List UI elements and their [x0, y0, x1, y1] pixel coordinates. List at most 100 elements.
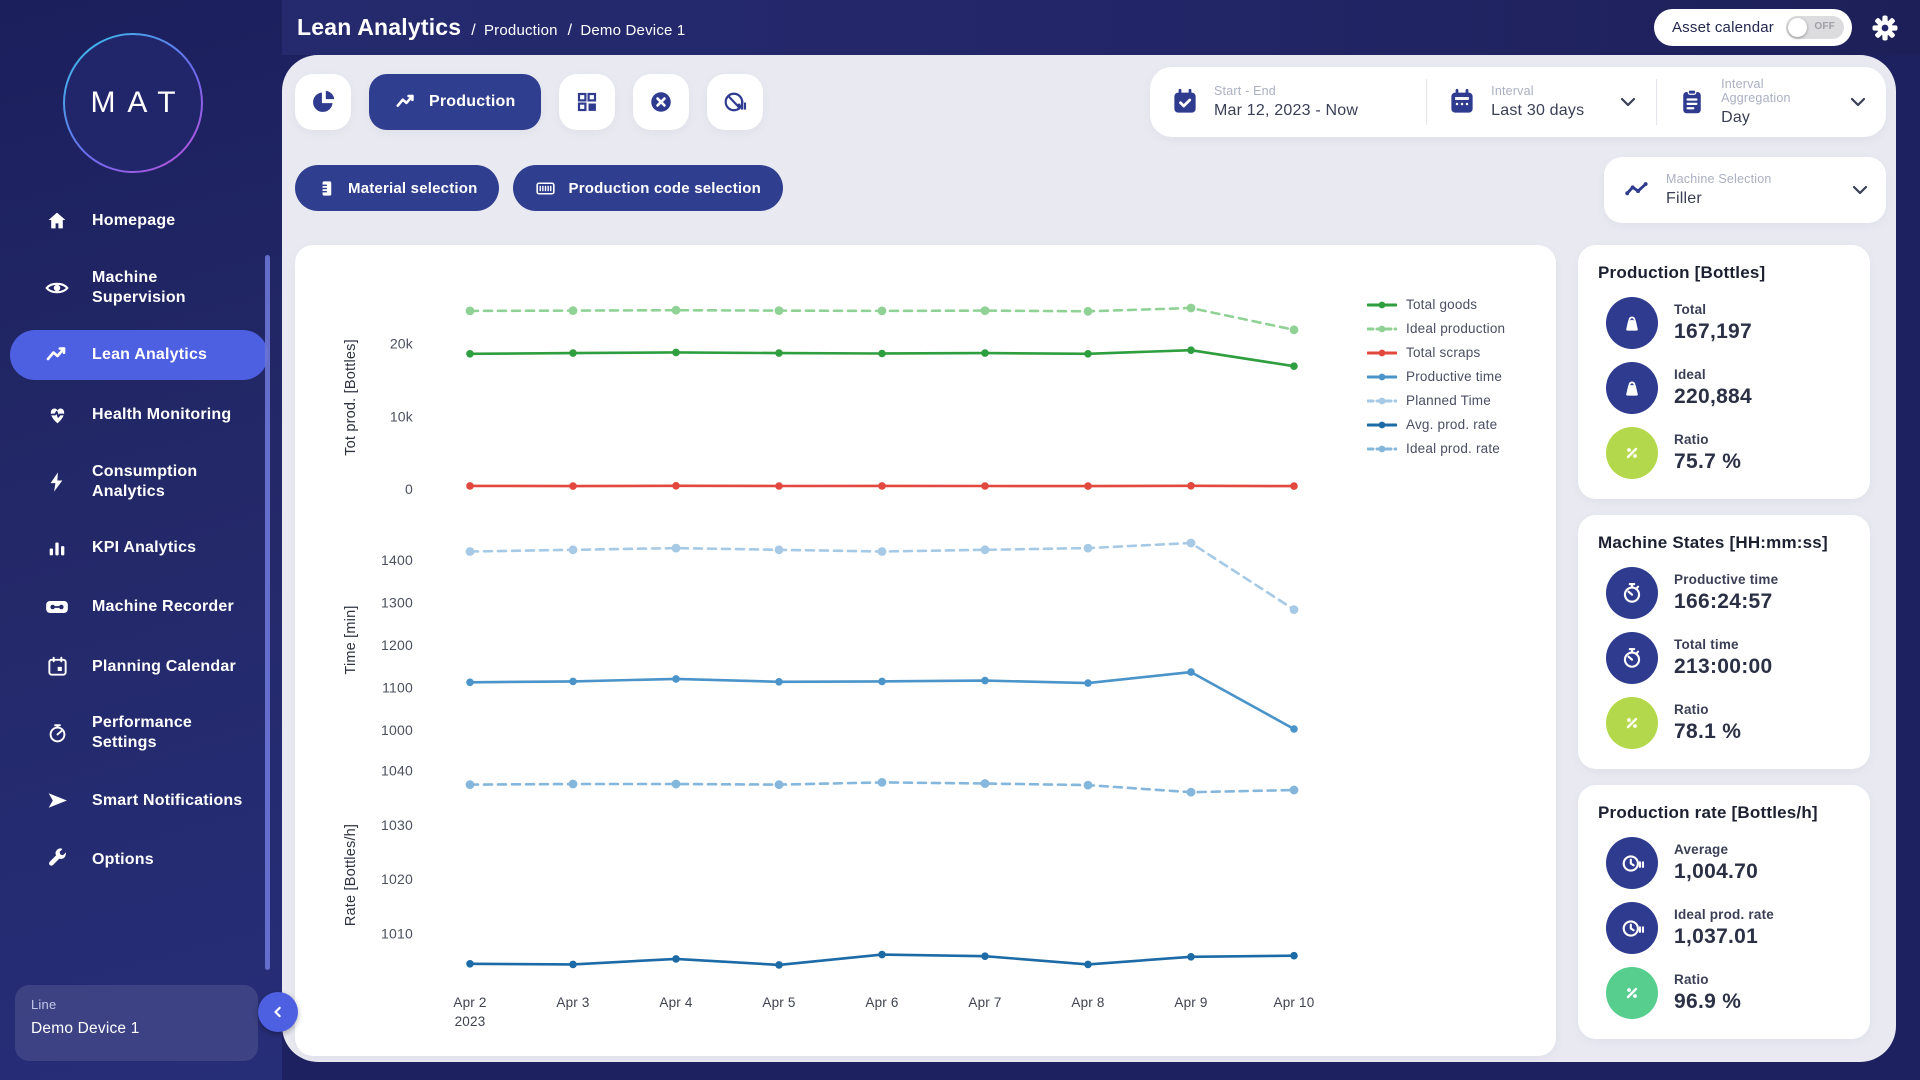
stat-row-total: Total 167,197: [1598, 297, 1850, 349]
aggregation-value: Day: [1721, 109, 1751, 126]
svg-text:Apr 6: Apr 6: [865, 995, 898, 1010]
breadcrumb-device[interactable]: / Demo Device 1: [567, 22, 686, 39]
stat-row-ratio: Ratio 96.9 %: [1598, 967, 1850, 1019]
sidebar-item-performance-settings[interactable]: Performance Settings: [10, 700, 268, 766]
sidebar-item-homepage[interactable]: Homepage: [10, 196, 268, 246]
svg-text:Apr 9: Apr 9: [1174, 995, 1207, 1010]
legend-swatch: [1367, 324, 1397, 334]
sidebar-scrollbar[interactable]: [265, 255, 270, 970]
machine-selection-label: Machine Selection: [1666, 172, 1772, 186]
production-button-label: Production: [429, 93, 516, 110]
page-title: Lean Analytics: [297, 14, 462, 40]
machine-selection-dropdown[interactable]: Machine Selection Filler: [1604, 157, 1886, 223]
svg-text:1040: 1040: [381, 762, 413, 778]
pie-view-button[interactable]: [295, 74, 351, 130]
material-icon: [317, 179, 336, 198]
recorder-icon: [42, 594, 72, 620]
device-type-label: Line: [31, 997, 57, 1012]
percent-icon: [1606, 967, 1658, 1019]
svg-text:2023: 2023: [455, 1014, 486, 1029]
machine-states-card: Machine States [HH:mm:ss] Productive tim…: [1578, 515, 1870, 769]
clipboard-icon: [1677, 87, 1707, 117]
svg-text:Apr 4: Apr 4: [659, 995, 693, 1010]
breadcrumb-separator: /: [471, 22, 476, 39]
asset-calendar-label: Asset calendar: [1671, 19, 1774, 36]
material-selection-label: Material selection: [348, 179, 478, 197]
svg-text:1100: 1100: [382, 679, 413, 695]
card-title: Production rate [Bottles/h]: [1598, 803, 1818, 822]
stopwatch-icon: [1606, 632, 1658, 684]
machine-line-icon: [1624, 177, 1650, 203]
legend-ideal-prod-rate: Ideal prod. rate: [1367, 441, 1552, 456]
barcode-icon: [535, 178, 556, 199]
material-selection-button[interactable]: Material selection: [295, 165, 500, 211]
card-title: Machine States [HH:mm:ss]: [1598, 533, 1828, 552]
sidebar-item-consumption-analytics[interactable]: Consumption Analytics: [10, 449, 268, 515]
scraps-view-button[interactable]: [633, 74, 690, 130]
svg-text:10k: 10k: [390, 408, 414, 424]
breadcrumb: Lean Analytics / Production / Demo Device …: [0, 14, 1654, 41]
sidebar-item-planning-calendar[interactable]: Planning Calendar: [10, 642, 268, 691]
svg-text:1000: 1000: [381, 722, 413, 738]
sidebar-collapse-button[interactable]: [258, 992, 298, 1032]
sidebar-item-lean-analytics[interactable]: Lean Analytics: [10, 330, 268, 380]
svg-text:Rate [Bottles/h]: Rate [Bottles/h]: [343, 824, 359, 926]
toggle-knob: [1788, 18, 1807, 37]
heart-pulse-icon: [42, 402, 72, 427]
selected-device-card[interactable]: Line Demo Device 1: [15, 985, 258, 1061]
production-view-button[interactable]: Production: [369, 74, 542, 130]
sidebar-item-health-monitoring[interactable]: Health Monitoring: [10, 389, 268, 440]
device-name: Demo Device 1: [31, 1020, 140, 1037]
sidebar-item-machine-recorder[interactable]: Machine Recorder: [10, 581, 268, 633]
chart-legend: Total goods Ideal production Total scrap…: [1367, 297, 1552, 465]
svg-text:Apr 7: Apr 7: [968, 995, 1001, 1010]
stat-row-ratio: Ratio 78.1 %: [1598, 697, 1850, 749]
pie-chart-icon: [310, 89, 336, 115]
wrench-icon: [42, 848, 72, 871]
production-rate-card: Production rate [Bottles/h] Average 1,00…: [1578, 785, 1870, 1039]
stat-row-average: Average 1,004.70: [1598, 837, 1850, 889]
legend-swatch: [1367, 444, 1397, 454]
production-chart-card: 20k 10k 0 Tot prod. [Bottles] 1400 1300 1200 11…: [295, 245, 1556, 1056]
x-circle-icon: [648, 89, 674, 115]
interval-label: Interval: [1491, 84, 1534, 98]
clock-pause-icon: [1606, 902, 1658, 954]
production-code-selection-label: Production code selection: [568, 179, 762, 197]
machine-selection-value: Filler: [1666, 190, 1702, 207]
asset-calendar-switch[interactable]: OFF: [1786, 16, 1844, 39]
weight-icon: [1606, 297, 1658, 349]
svg-text:1010: 1010: [381, 925, 413, 941]
svg-text:Tot prod. [Bottles]: Tot prod. [Bottles]: [343, 339, 359, 456]
legend-planned-time: Planned Time: [1367, 393, 1552, 408]
asset-calendar-toggle-pill[interactable]: Asset calendar OFF: [1653, 9, 1852, 46]
sidebar-item-smart-notifications[interactable]: Smart Notifications: [10, 775, 268, 826]
legend-total-scraps: Total scraps: [1367, 345, 1552, 360]
legend-avg-prod-rate: Avg. prod. rate: [1367, 417, 1552, 432]
code-grid-view-button[interactable]: [559, 74, 616, 130]
svg-text:Apr 2: Apr 2: [453, 995, 486, 1010]
sidebar-item-kpi-analytics[interactable]: KPI Analytics: [10, 524, 268, 572]
chevron-down-icon: [1852, 185, 1868, 195]
interval-value: Last 30 days: [1491, 102, 1585, 119]
settings-gear-icon[interactable]: [1870, 13, 1900, 43]
no-production-view-button[interactable]: [707, 74, 764, 130]
interval-aggregation-field[interactable]: Interval Aggregation Day: [1657, 77, 1886, 127]
interval-field[interactable]: Interval Last 30 days: [1427, 84, 1656, 120]
divider: [1426, 79, 1428, 125]
legend-swatch: [1367, 420, 1397, 430]
start-end-field[interactable]: Start - End Mar 12, 2023 - Now: [1150, 84, 1426, 120]
production-code-selection-button[interactable]: Production code selection: [513, 165, 784, 211]
sidebar-item-machine-supervision[interactable]: Machine Supervision: [10, 255, 268, 321]
divider: [1656, 79, 1658, 125]
line-chart-icon: [395, 91, 417, 113]
aggregation-label: Interval Aggregation: [1721, 77, 1791, 105]
sidebar-item-options[interactable]: Options: [10, 835, 268, 884]
svg-text:1200: 1200: [381, 637, 413, 653]
calendar-icon: [1447, 87, 1477, 117]
start-end-value: Mar 12, 2023 - Now: [1214, 102, 1359, 119]
breadcrumb-production[interactable]: / Production: [471, 22, 558, 39]
start-end-label: Start - End: [1214, 84, 1276, 98]
brand-name: MAT: [90, 86, 188, 119]
svg-text:Apr 8: Apr 8: [1071, 995, 1104, 1010]
date-filter-panel: Start - End Mar 12, 2023 - Now Interval …: [1150, 67, 1886, 137]
